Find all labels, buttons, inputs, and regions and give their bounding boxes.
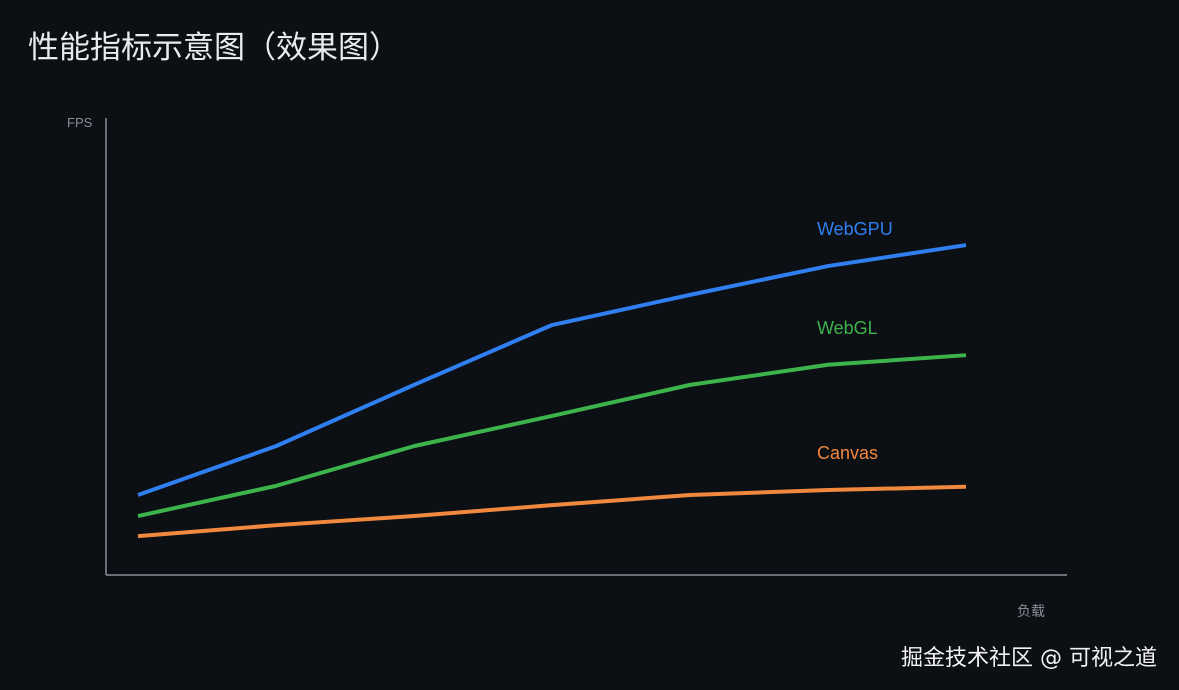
series-line-canvas bbox=[137, 484, 967, 539]
watermark: 掘金技术社区 @ 可视之道 bbox=[901, 646, 1157, 671]
y-axis-label: FPS bbox=[67, 115, 93, 130]
x-axis-label: 负载 bbox=[1017, 604, 1045, 620]
series-label: WebGPU bbox=[817, 219, 893, 239]
series-label: Canvas bbox=[817, 443, 878, 463]
series-label: WebGL bbox=[817, 318, 878, 338]
series-line-webgl bbox=[137, 353, 967, 519]
series-line-webgpu bbox=[137, 243, 967, 497]
page-title: 性能指标示意图（效果图） bbox=[28, 30, 400, 66]
